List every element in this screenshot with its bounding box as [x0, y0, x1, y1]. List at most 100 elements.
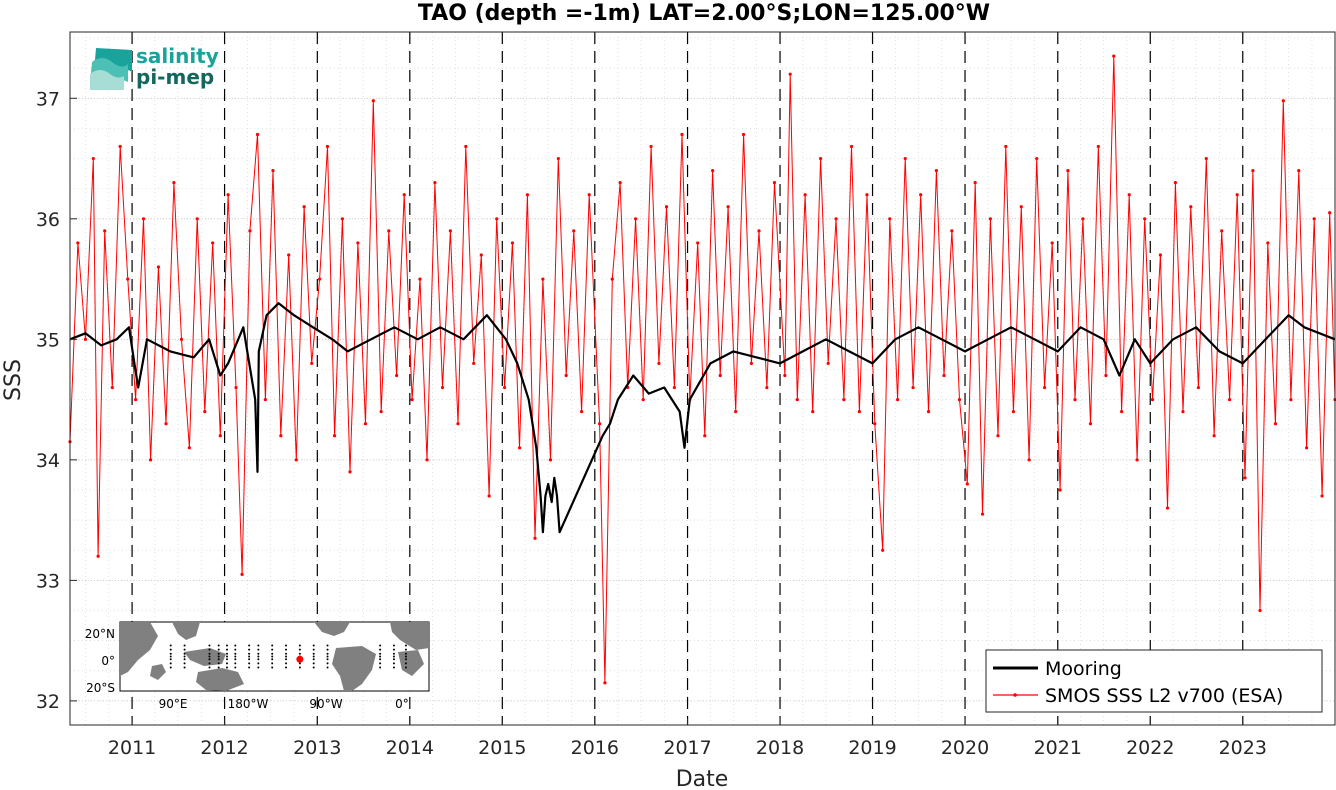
data-point-smos: [1019, 205, 1023, 209]
inset-lon-label-3: 0°: [395, 697, 409, 711]
data-point-smos: [271, 169, 275, 173]
inset-mooring-dot: [217, 652, 220, 655]
data-point-smos: [634, 217, 638, 221]
data-point-smos: [1058, 488, 1062, 492]
data-point-smos: [672, 385, 676, 390]
data-point-smos: [1150, 397, 1155, 402]
inset-mooring-dot: [248, 648, 251, 651]
inset-mooring-dot: [312, 662, 315, 665]
data-point-smos: [911, 385, 915, 390]
inset-mooring-dot: [183, 658, 186, 661]
data-point-smos: [402, 193, 406, 197]
data-point-smos: [517, 446, 522, 450]
data-point-smos: [76, 241, 80, 245]
data-point-smos: [1266, 241, 1270, 245]
y-tick-label: 33: [36, 570, 60, 592]
data-point-smos: [1127, 193, 1131, 197]
data-point-smos: [1120, 410, 1124, 414]
x-tick-label: 2018: [756, 737, 804, 759]
inset-mooring-dot: [169, 655, 172, 658]
data-point-smos: [472, 361, 476, 366]
inset-mooring-dot: [183, 655, 186, 658]
y-axis: 32 33 34 35 36 37: [36, 88, 77, 713]
data-point-smos: [657, 361, 661, 366]
data-point-smos: [1297, 169, 1301, 173]
inset-mooring-dot: [217, 648, 220, 651]
data-point-smos: [1320, 494, 1324, 498]
data-point-smos: [134, 397, 138, 402]
inset-mooring-dot: [392, 648, 395, 651]
inset-mooring-dot: [225, 648, 228, 651]
data-point-smos: [1173, 181, 1177, 185]
inset-mooring-dot: [225, 644, 228, 647]
inset-mooring-dot: [271, 662, 274, 665]
inset-mooring-dot: [298, 662, 301, 665]
data-point-smos: [148, 458, 153, 462]
data-point-smos: [234, 385, 238, 390]
y-tick-label: 32: [36, 691, 60, 713]
data-point-smos: [379, 410, 383, 414]
data-point-smos: [533, 536, 537, 540]
data-point-smos: [1220, 229, 1224, 233]
y-tick-label: 35: [36, 329, 60, 351]
data-point-smos: [749, 361, 754, 366]
inset-ocean: [119, 621, 430, 692]
inset-mooring-dot: [298, 648, 301, 651]
data-point-smos: [310, 361, 314, 366]
inset-mooring-dot: [248, 662, 251, 665]
inset-mooring-dot: [257, 644, 260, 647]
inset-mooring-dot: [326, 648, 329, 651]
data-point-smos: [610, 277, 614, 281]
inset-mooring-dot: [225, 655, 228, 658]
data-point-smos: [395, 373, 399, 378]
inset-mooring-dot: [208, 666, 211, 669]
data-point-smos: [696, 241, 700, 245]
data-point-smos: [1004, 144, 1008, 149]
inset-mooring-dot: [326, 658, 329, 661]
data-point-smos: [325, 144, 330, 149]
data-point-smos: [363, 422, 368, 426]
inset-mooring-dot: [183, 666, 186, 669]
data-point-smos: [1073, 397, 1077, 402]
legend-label-smos: SMOS SSS L2 v700 (ESA): [1045, 685, 1283, 707]
data-point-smos: [1050, 241, 1054, 245]
inset-mooring-dot: [208, 658, 211, 661]
data-point-smos: [1027, 458, 1031, 462]
inset-mooring-dot: [326, 655, 329, 658]
y-axis-label: SSS: [1, 359, 26, 401]
data-point-smos: [580, 410, 584, 414]
inset-mooring-dot: [285, 652, 288, 655]
inset-mooring-dots: [169, 644, 407, 669]
x-axis-label: Date: [676, 767, 729, 790]
inset-mooring-dot: [298, 652, 301, 655]
inset-mooring-dot: [217, 658, 220, 661]
data-point-smos: [83, 337, 88, 341]
data-point-smos: [464, 144, 468, 149]
data-point-smos: [680, 132, 684, 137]
data-point-smos: [156, 265, 161, 269]
data-point-smos: [1158, 253, 1163, 257]
data-point-smos: [965, 482, 969, 486]
data-point-smos: [1289, 397, 1293, 402]
data-point-smos: [957, 397, 962, 402]
inset-mooring-dot: [326, 652, 329, 655]
data-point-smos: [803, 193, 807, 197]
inset-mooring-dot: [379, 658, 382, 661]
inset-mooring-dot: [326, 662, 329, 665]
x-axis: 2011 2012 2013 2014 2015 2016 2017 2018 2019 2020…: [108, 718, 1267, 759]
inset-mooring-dot: [404, 644, 407, 647]
data-point-smos: [371, 99, 375, 103]
inset-mooring-dot: [225, 658, 228, 661]
inset-mooring-dot: [392, 666, 395, 669]
inset-lat-label-0: 20°N: [85, 627, 115, 641]
inset-mooring-dot: [312, 655, 315, 658]
inset-lon-label-2: 90°W: [309, 697, 342, 711]
plot-frame: [69, 31, 1336, 726]
data-point-smos: [618, 181, 622, 185]
inset-mooring-dot: [298, 666, 301, 669]
inset-mooring-dot: [183, 648, 186, 651]
data-point-smos: [783, 373, 787, 378]
data-point-smos: [340, 217, 345, 221]
data-point-smos: [1135, 458, 1139, 462]
inset-mooring-dot: [298, 644, 301, 647]
